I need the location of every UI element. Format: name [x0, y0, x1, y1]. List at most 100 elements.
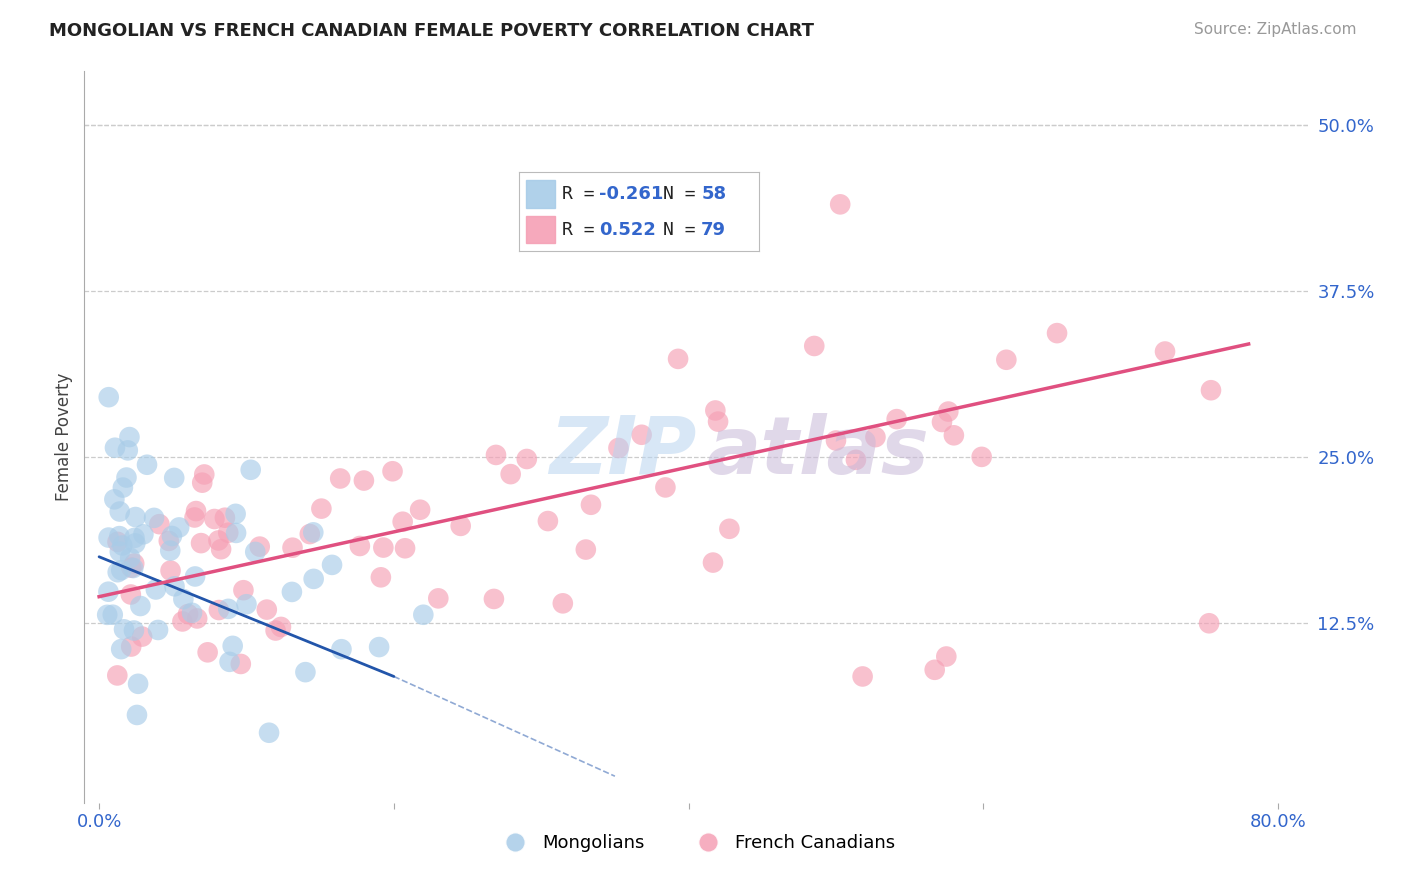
Point	[229, 657, 252, 671]
Point	[427, 591, 450, 606]
Point	[239, 463, 262, 477]
Point	[245, 545, 267, 559]
Point	[214, 510, 236, 524]
Point	[482, 591, 505, 606]
Point	[370, 570, 392, 584]
Point	[329, 471, 352, 485]
Text: R =: R =	[562, 185, 606, 203]
Point	[970, 450, 993, 464]
Text: R =: R =	[562, 220, 616, 238]
Point	[115, 470, 138, 484]
Point	[108, 545, 131, 559]
Point	[394, 541, 416, 556]
Text: 0.522: 0.522	[599, 220, 657, 238]
Point	[129, 599, 152, 613]
Point	[830, 197, 852, 211]
Point	[575, 542, 598, 557]
Point	[825, 434, 848, 448]
Point	[184, 569, 207, 583]
Point	[537, 514, 560, 528]
Point	[172, 615, 194, 629]
Point	[167, 520, 190, 534]
Point	[330, 642, 353, 657]
Point	[217, 602, 239, 616]
Point	[222, 639, 245, 653]
Point	[707, 415, 730, 429]
Point	[110, 563, 132, 577]
Point	[96, 607, 118, 622]
Point	[124, 536, 146, 550]
Point	[108, 504, 131, 518]
Point	[124, 531, 146, 545]
Point	[105, 668, 128, 682]
Point	[302, 525, 325, 540]
Point	[235, 597, 257, 611]
Point	[208, 603, 231, 617]
Point	[131, 630, 153, 644]
Text: ZIP: ZIP	[548, 413, 696, 491]
Point	[183, 510, 205, 524]
Point	[311, 501, 333, 516]
Text: atlas: atlas	[707, 413, 929, 491]
Point	[257, 725, 280, 739]
Point	[184, 504, 207, 518]
Point	[127, 677, 149, 691]
Point	[294, 665, 316, 680]
Point	[232, 583, 254, 598]
Point	[702, 556, 724, 570]
Text: -0.261: -0.261	[599, 185, 664, 203]
Point	[97, 390, 120, 404]
Point	[803, 339, 825, 353]
Point	[249, 540, 271, 554]
Point	[936, 404, 959, 418]
Point	[298, 527, 321, 541]
Point	[931, 415, 953, 429]
Point	[124, 510, 146, 524]
Text: N =: N =	[662, 220, 706, 238]
Point	[264, 624, 287, 638]
Point	[163, 579, 186, 593]
Point	[607, 441, 630, 455]
Point	[111, 539, 134, 553]
Point	[186, 611, 208, 625]
Point	[630, 427, 652, 442]
Point	[120, 550, 142, 565]
Point	[160, 529, 183, 543]
FancyBboxPatch shape	[526, 216, 555, 244]
Point	[110, 642, 132, 657]
Point	[101, 607, 124, 622]
Point	[217, 525, 239, 540]
Point	[108, 529, 131, 543]
Point	[143, 511, 166, 525]
Point	[159, 564, 181, 578]
Point	[191, 475, 214, 490]
Text: Source: ZipAtlas.com: Source: ZipAtlas.com	[1194, 22, 1357, 37]
Point	[218, 655, 240, 669]
Point	[281, 585, 304, 599]
Point	[412, 607, 434, 622]
Point	[321, 558, 343, 572]
Point	[97, 584, 120, 599]
Point	[107, 565, 129, 579]
Point	[104, 441, 127, 455]
Point	[112, 623, 135, 637]
Point	[924, 663, 946, 677]
Point	[381, 464, 404, 478]
Point	[886, 412, 908, 426]
Point	[225, 525, 247, 540]
Point	[190, 536, 212, 550]
Point	[207, 533, 229, 548]
Point	[302, 572, 325, 586]
Point	[204, 512, 226, 526]
Point	[122, 557, 145, 571]
Point	[136, 458, 159, 472]
Point	[197, 645, 219, 659]
Point	[409, 502, 432, 516]
Text: 58: 58	[702, 185, 727, 203]
Point	[209, 542, 232, 557]
Point	[1046, 326, 1069, 340]
Point	[865, 430, 887, 444]
Point	[111, 481, 134, 495]
Point	[666, 351, 689, 366]
Point	[120, 587, 142, 601]
